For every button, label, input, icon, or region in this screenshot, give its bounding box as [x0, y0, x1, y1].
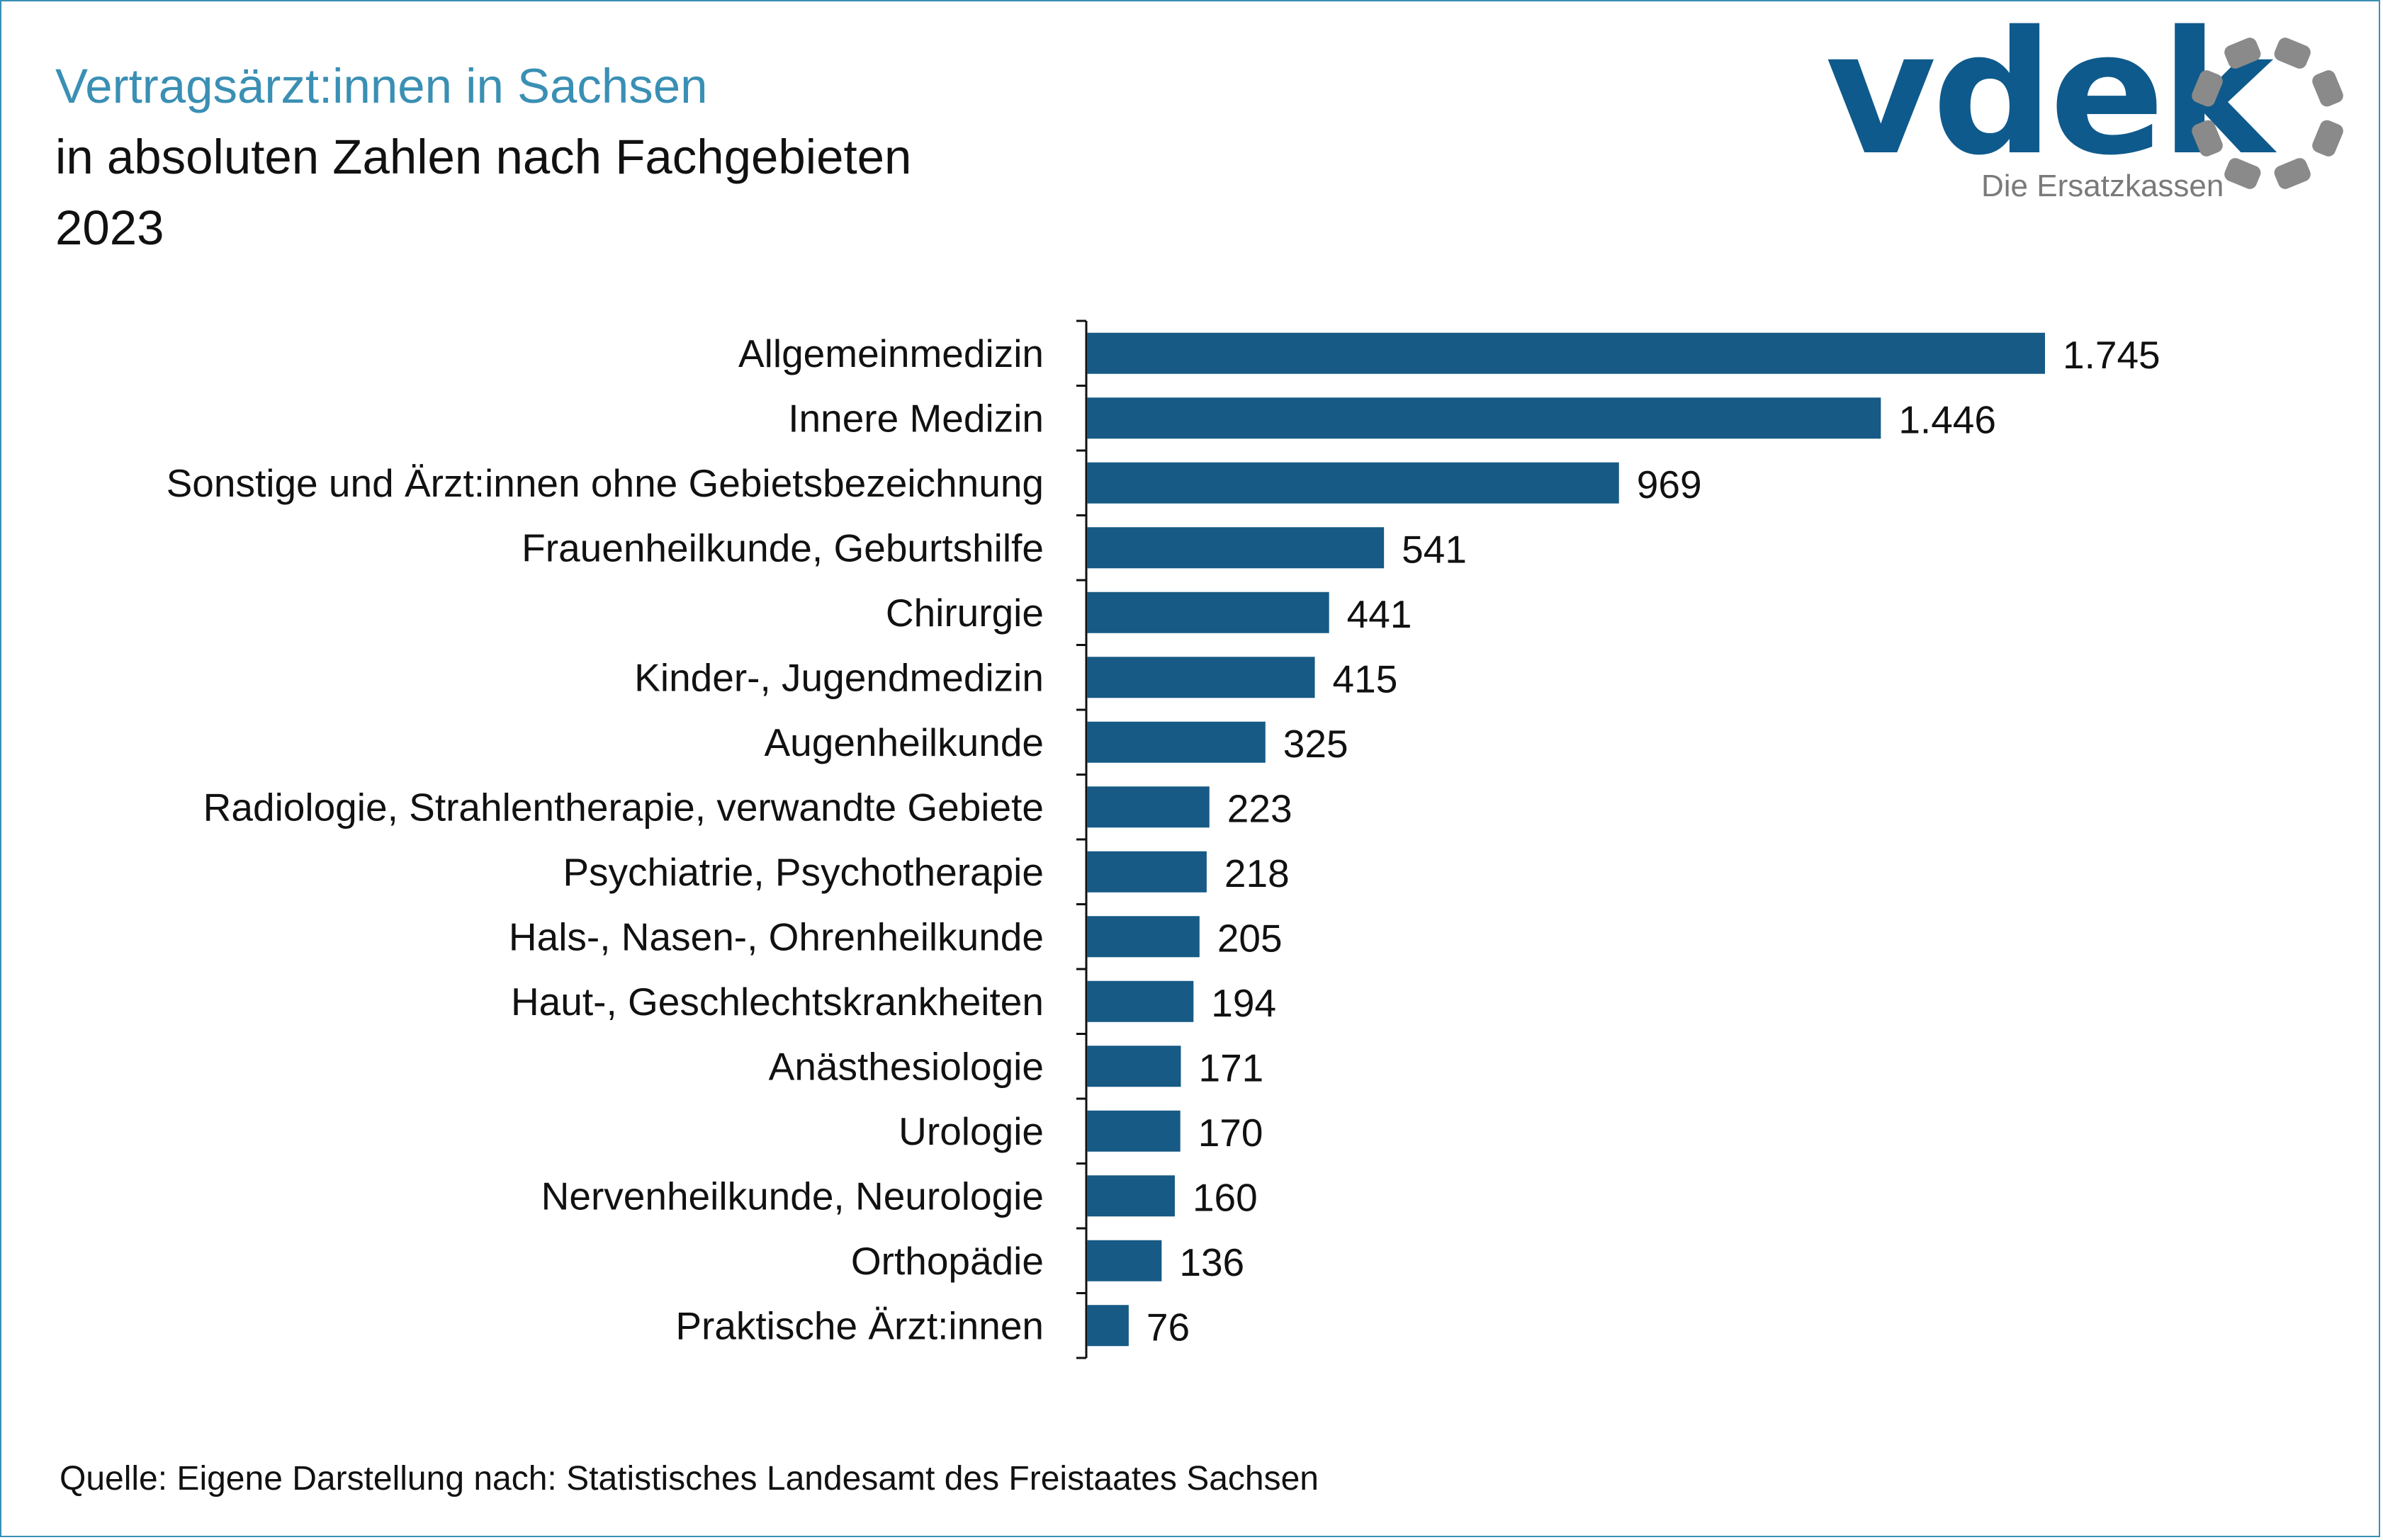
- bar: [1087, 1110, 1181, 1152]
- category-label: Kinder-, Jugendmedizin: [634, 655, 1044, 699]
- value-label: 1.745: [2063, 333, 2161, 377]
- vdek-logo: vdek Die Ersatzkassen: [1814, 1, 2353, 213]
- bar: [1087, 721, 1266, 763]
- value-label: 171: [1198, 1046, 1263, 1089]
- value-label: 969: [1637, 463, 1702, 506]
- value-label: 160: [1193, 1175, 1258, 1219]
- logo-ring-segment: [2192, 70, 2223, 107]
- category-label: Nervenheilkunde, Neurologie: [541, 1174, 1044, 1218]
- chart-subtitle: in absoluten Zahlen nach Fachgebieten: [55, 130, 912, 184]
- value-label: 1.446: [1898, 397, 1996, 441]
- chart-title: Vertragsärzt:innen in Sachsen: [55, 59, 708, 113]
- bar: [1087, 1046, 1181, 1087]
- bar: [1087, 1240, 1162, 1281]
- category-label: Frauenheilkunde, Geburtshilfe: [522, 526, 1044, 570]
- category-label: Orthopädie: [851, 1239, 1044, 1283]
- bar: [1087, 1305, 1129, 1347]
- bar: [1087, 591, 1329, 633]
- category-label: Allgemeinmedizin: [738, 332, 1044, 375]
- bar: [1087, 462, 1619, 504]
- value-label: 541: [1402, 527, 1467, 571]
- chart-year: 2023: [55, 200, 164, 255]
- bar: [1087, 527, 1385, 569]
- bar: [1087, 786, 1210, 828]
- category-label: Praktische Ärzt:innen: [675, 1303, 1044, 1347]
- logo-tagline: Die Ersatzkassen: [1981, 169, 2224, 203]
- category-label: Haut-, Geschlechtskrankheiten: [511, 980, 1044, 1024]
- logo-ring-segment: [2192, 120, 2223, 157]
- value-label: 170: [1198, 1111, 1263, 1155]
- logo-ring-segment: [2224, 38, 2261, 69]
- category-label: Anästhesiologie: [769, 1044, 1044, 1088]
- value-label: 194: [1211, 981, 1276, 1025]
- value-label: 441: [1347, 592, 1412, 636]
- bar: [1087, 980, 1194, 1022]
- value-label: 218: [1224, 851, 1290, 895]
- logo-ring-icon: [2192, 38, 2343, 189]
- bar: [1087, 657, 1315, 698]
- source-note: Quelle: Eigene Darstellung nach: Statist…: [60, 1460, 1319, 1497]
- category-label: Hals-, Nasen-, Ohrenheilkunde: [509, 915, 1044, 958]
- value-label: 76: [1147, 1305, 1190, 1349]
- bar: [1087, 1175, 1175, 1217]
- logo-ring-segment: [2224, 158, 2261, 189]
- category-label: Psychiatrie, Psychotherapie: [563, 850, 1044, 894]
- logo-ring-segment: [2274, 38, 2311, 69]
- logo-ring-segment: [2274, 158, 2311, 189]
- category-label: Augenheilkunde: [764, 720, 1044, 764]
- value-label: 415: [1333, 657, 1398, 701]
- value-label: 136: [1179, 1240, 1244, 1284]
- logo-ring-segment: [2312, 70, 2343, 107]
- category-label: Radiologie, Strahlentherapie, verwandte …: [203, 785, 1044, 829]
- value-label: 325: [1283, 722, 1348, 766]
- value-label: 223: [1227, 786, 1292, 830]
- category-label: Chirurgie: [886, 591, 1044, 635]
- category-label: Sonstige und Ärzt:innen ohne Gebietsbeze…: [167, 461, 1044, 505]
- category-label: Urologie: [898, 1109, 1044, 1153]
- bar: [1087, 851, 1207, 893]
- logo-ring-segment: [2312, 120, 2343, 157]
- category-label: Innere Medizin: [788, 396, 1044, 440]
- bar: [1087, 397, 1881, 439]
- bar: [1087, 332, 2045, 374]
- bar: [1087, 916, 1200, 958]
- value-label: 205: [1217, 916, 1283, 960]
